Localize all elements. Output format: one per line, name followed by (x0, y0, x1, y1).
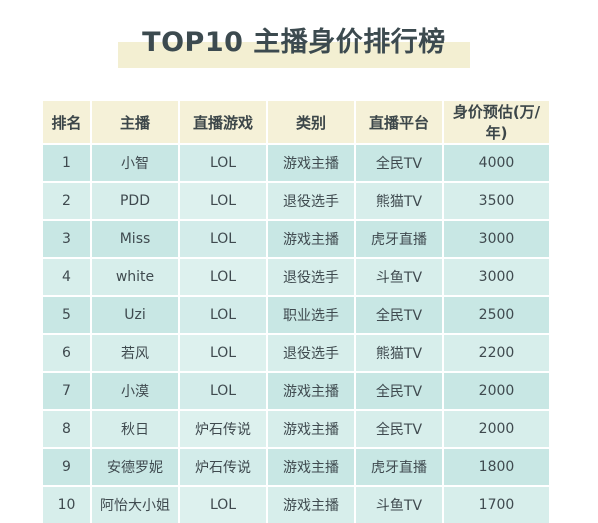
cell-rank: 9 (43, 447, 92, 486)
page-title: TOP10 主播身价排行榜 (142, 27, 446, 58)
cell-streamer: 若风 (91, 333, 180, 372)
cell-category: 退役选手 (267, 257, 356, 296)
cell-category: 游戏主播 (267, 219, 356, 258)
cell-streamer: Uzi (91, 295, 180, 334)
cell-value: 2200 (443, 333, 549, 372)
cell-game: LOL (179, 295, 268, 334)
cell-category: 职业选手 (267, 295, 356, 334)
cell-value: 2000 (443, 371, 549, 410)
cell-platform: 斗鱼TV (355, 257, 444, 296)
header-platform: 直播平台 (355, 101, 444, 144)
cell-game: LOL (179, 257, 268, 296)
cell-platform: 虎牙直播 (355, 219, 444, 258)
table-row: 10 阿怡大小姐 LOL 游戏主播 斗鱼TV 1700 (43, 485, 549, 523)
cell-value: 1700 (443, 485, 549, 523)
table-row: 3 Miss LOL 游戏主播 虎牙直播 3000 (43, 219, 549, 258)
cell-streamer: Miss (91, 219, 180, 258)
cell-game: 炉石传说 (179, 447, 268, 486)
ranking-table: 排名 主播 直播游戏 类别 直播平台 身价预估(万/年) 1 小智 LOL 游戏主播全… (43, 101, 549, 523)
cell-platform: 熊猫TV (355, 181, 444, 220)
cell-rank: 3 (43, 219, 92, 258)
cell-platform: 斗鱼TV (355, 485, 444, 523)
cell-game: LOL (179, 219, 268, 258)
title-highlight (118, 42, 470, 68)
cell-rank: 2 (43, 181, 92, 220)
table-row: 6 若风 LOL 退役选手 熊猫TV 2200 (43, 333, 549, 372)
cell-rank: 8 (43, 409, 92, 448)
cell-platform: 熊猫TV (355, 333, 444, 372)
cell-streamer: white (91, 257, 180, 296)
cell-value: 4000 (443, 143, 549, 182)
cell-streamer: 秋日 (91, 409, 180, 448)
cell-game: LOL (179, 181, 268, 220)
header-value: 身价预估(万/年) (443, 101, 549, 144)
cell-category: 游戏主播 (267, 447, 356, 486)
table-row: 5 Uzi LOL 职业选手 全民TV 2500 (43, 295, 549, 334)
header-game: 直播游戏 (179, 101, 268, 144)
cell-value: 2500 (443, 295, 549, 334)
cell-value: 3000 (443, 219, 549, 258)
cell-value: 3000 (443, 257, 549, 296)
cell-game: LOL (179, 485, 268, 523)
cell-platform: 全民TV (355, 143, 444, 182)
header-row: 排名 主播 直播游戏 类别 直播平台 身价预估(万/年) (43, 101, 549, 144)
table-row: 1 小智 LOL 游戏主播 全民TV 4000 (43, 143, 549, 182)
header-category: 类别 (267, 101, 356, 144)
cell-platform: 全民TV (355, 409, 444, 448)
cell-streamer: 小智 (91, 143, 180, 182)
title-block: TOP10 主播身价排行榜 (118, 20, 470, 72)
cell-category: 退役选手 (267, 181, 356, 220)
cell-platform: 虎牙直播 (355, 447, 444, 486)
cell-rank: 10 (43, 485, 92, 523)
cell-category: 游戏主播 (267, 143, 356, 182)
table-row: 7 小漠 LOL 游戏主播 全民TV 2000 (43, 371, 549, 410)
cell-game: 炉石传说 (179, 409, 268, 448)
cell-platform: 全民TV (355, 371, 444, 410)
cell-category: 游戏主播 (267, 371, 356, 410)
header-streamer: 主播 (91, 101, 180, 144)
cell-rank: 1 (43, 143, 92, 182)
cell-rank: 6 (43, 333, 92, 372)
cell-game: LOL (179, 333, 268, 372)
cell-rank: 7 (43, 371, 92, 410)
cell-category: 游戏主播 (267, 409, 356, 448)
cell-streamer: 安德罗妮 (91, 447, 180, 486)
cell-game: LOL (179, 143, 268, 182)
cell-streamer: 阿怡大小姐 (91, 485, 180, 523)
cell-streamer: 小漠 (91, 371, 180, 410)
table-row: 9 安德罗妮 炉石传说 游戏主播 虎牙直播 1800 (43, 447, 549, 486)
table-row: 4 white LOL 退役选手 斗鱼TV 3000 (43, 257, 549, 296)
cell-value: 2000 (443, 409, 549, 448)
cell-category: 退役选手 (267, 333, 356, 372)
table-row: 8 秋日 炉石传说 游戏主播 全民TV 2000 (43, 409, 549, 448)
cell-game: LOL (179, 371, 268, 410)
cell-rank: 4 (43, 257, 92, 296)
cell-category: 游戏主播 (267, 485, 356, 523)
cell-rank: 5 (43, 295, 92, 334)
header-rank: 排名 (43, 101, 92, 144)
cell-value: 3500 (443, 181, 549, 220)
cell-platform: 全民TV (355, 295, 444, 334)
table-row: 2 PDD LOL 退役选手 熊猫TV 3500 (43, 181, 549, 220)
cell-streamer: PDD (91, 181, 180, 220)
cell-value: 1800 (443, 447, 549, 486)
